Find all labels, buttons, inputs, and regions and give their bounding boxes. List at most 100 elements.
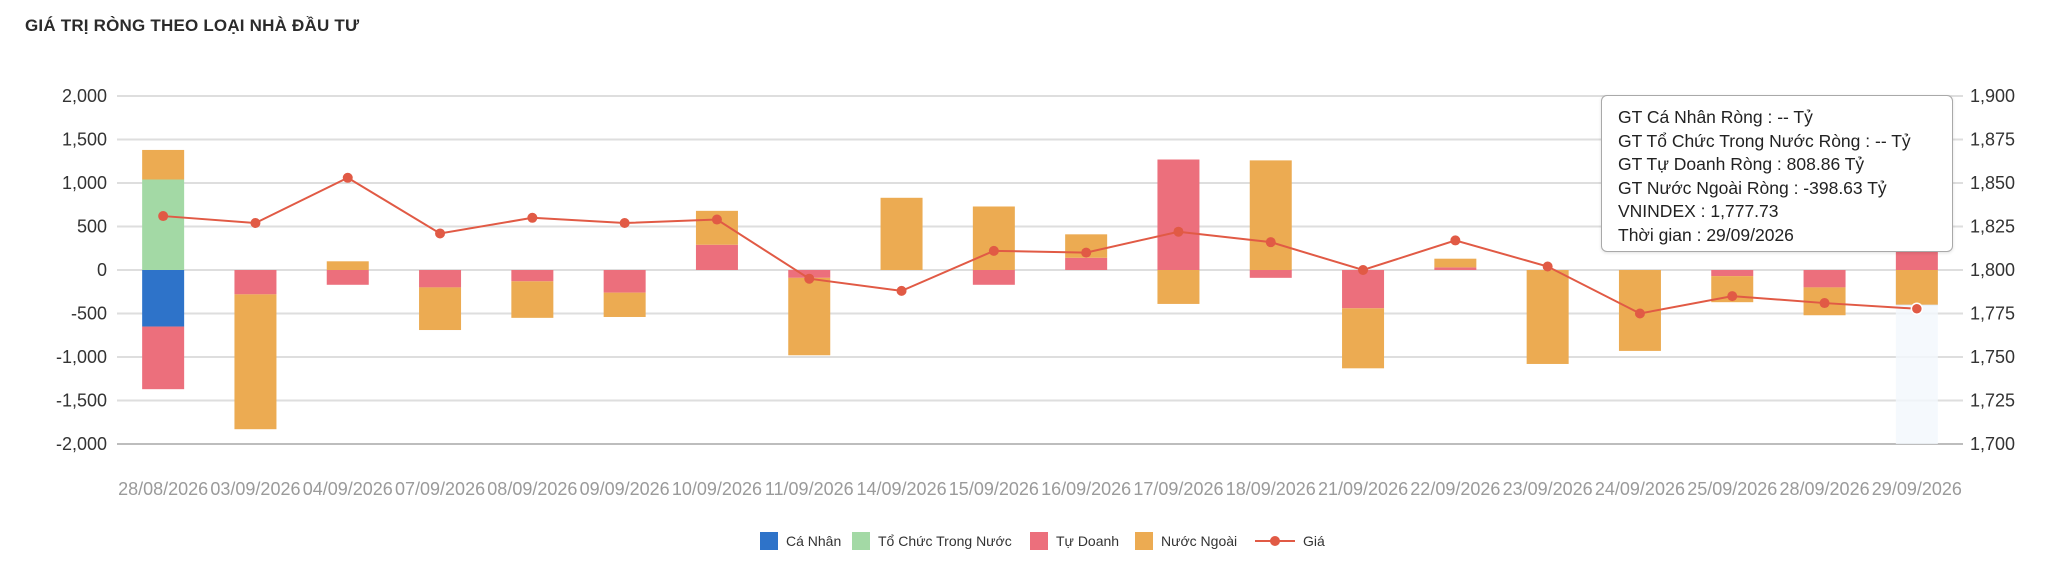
- x-tick-label: 04/09/2026: [303, 479, 393, 499]
- price-point-9: [988, 245, 999, 256]
- bar-nuoc-ngoai-1: [234, 294, 277, 430]
- y-right-tick-label: 1,825: [1970, 217, 2015, 237]
- bar-tu-doanh-6: [695, 244, 738, 270]
- price-point-17: [1727, 291, 1738, 302]
- bar-nuoc-ngoai-5: [603, 292, 646, 317]
- legend-item-to-chuc-trong-nuoc: Tổ Chức Trong Nước: [852, 532, 1012, 550]
- bar-tu-doanh-5: [603, 270, 646, 293]
- tooltip-line-nuoc-ngoai: GT Nước Ngoài Ròng : -398.63 Tỷ: [1618, 177, 1887, 198]
- price-point-18: [1819, 298, 1830, 309]
- tooltip: GT Cá Nhân Ròng : -- Tỷ GT Tổ Chức Trong…: [1601, 95, 1953, 252]
- y-left-tick-label: 1,500: [62, 130, 107, 150]
- price-point-16: [1634, 308, 1645, 319]
- legend-item-gia: Giá: [1255, 533, 1325, 549]
- legend-swatch-tu-doanh: [1030, 532, 1048, 550]
- y-right-tick-label: 1,875: [1970, 130, 2015, 150]
- y-right-tick-label: 1,850: [1970, 173, 2015, 193]
- x-tick-label: 28/08/2026: [118, 479, 208, 499]
- x-tick-label: 24/09/2026: [1595, 479, 1685, 499]
- legend-item-nuoc-ngoai: Nước Ngoài: [1135, 532, 1237, 550]
- x-tick-label: 22/09/2026: [1410, 479, 1500, 499]
- y-left-tick-label: 1,000: [62, 173, 107, 193]
- legend-label: Nước Ngoài: [1161, 533, 1237, 549]
- price-point-15: [1542, 261, 1553, 272]
- legend-swatch-ca-nhan: [760, 532, 778, 550]
- bar-nuoc-ngoai-3: [419, 287, 462, 331]
- y-left-tick-label: 500: [77, 217, 107, 237]
- x-tick-label: 03/09/2026: [210, 479, 300, 499]
- price-point-1: [250, 218, 261, 229]
- x-tick-label: 29/09/2026: [1872, 479, 1962, 499]
- legend-label: Tổ Chức Trong Nước: [878, 533, 1012, 549]
- bar-series: [142, 149, 1938, 430]
- bar-nuoc-ngoai-0: [142, 149, 185, 180]
- y-right-tick-label: 1,800: [1970, 260, 2015, 280]
- bar-tu-doanh-9: [972, 270, 1015, 285]
- bar-tu-doanh-18: [1803, 270, 1846, 288]
- legend-swatch-nuoc-ngoai: [1135, 532, 1153, 550]
- tooltip-line-tu-doanh: GT Tự Doanh Ròng : 808.86 Tỷ: [1618, 154, 1865, 174]
- legend-label: Giá: [1303, 533, 1325, 549]
- y-left-tick-label: 2,000: [62, 86, 107, 106]
- x-tick-label: 21/09/2026: [1318, 479, 1408, 499]
- x-tick-label: 17/09/2026: [1133, 479, 1223, 499]
- price-point-2: [342, 172, 353, 183]
- price-line: [163, 176, 1917, 315]
- legend-label: Cá Nhân: [786, 533, 841, 549]
- price-line-series: [158, 172, 1924, 319]
- bar-tu-doanh-4: [511, 270, 554, 282]
- bar-nuoc-ngoai-13: [1342, 308, 1385, 369]
- y-right-tick-label: 1,725: [1970, 391, 2015, 411]
- x-tick-label: 28/09/2026: [1780, 479, 1870, 499]
- bar-tu-doanh-17: [1711, 270, 1754, 277]
- bar-nuoc-ngoai-11: [1157, 270, 1200, 304]
- x-tick-label: 14/09/2026: [857, 479, 947, 499]
- bar-nuoc-ngoai-19: [1895, 270, 1938, 305]
- tooltip-line-time: Thời gian : 29/09/2026: [1618, 224, 1794, 245]
- tooltip-line-vnindex: VNINDEX : 1,777.73: [1618, 201, 1779, 221]
- tooltip-line-to-chuc: GT Tổ Chức Trong Nước Ròng : -- Tỷ: [1618, 130, 1911, 151]
- y-right-tick-label: 1,700: [1970, 434, 2015, 454]
- price-point-19: [1910, 302, 1924, 315]
- price-point-13: [1358, 265, 1369, 275]
- bar-nuoc-ngoai-14: [1434, 258, 1477, 268]
- price-point-8: [896, 285, 907, 296]
- bar-nuoc-ngoai-7: [788, 277, 831, 356]
- x-tick-label: 08/09/2026: [487, 479, 577, 499]
- x-tick-label: 11/09/2026: [765, 479, 854, 499]
- bar-nuoc-ngoai-2: [326, 261, 369, 270]
- y-left-tick-label: -1,500: [56, 391, 107, 411]
- bar-tu-doanh-11: [1157, 159, 1200, 270]
- price-point-11: [1173, 226, 1184, 237]
- bar-ca-nhan-0: [142, 270, 185, 327]
- price-point-7: [804, 273, 815, 284]
- y-left-tick-label: -2,000: [56, 434, 107, 454]
- x-tick-label: 25/09/2026: [1687, 479, 1777, 499]
- price-point-4: [527, 212, 538, 223]
- bar-nuoc-ngoai-4: [511, 281, 554, 318]
- bar-nuoc-ngoai-15: [1526, 270, 1569, 364]
- bar-tu-doanh-1: [234, 270, 277, 295]
- bar-tu-doanh-13: [1342, 270, 1385, 309]
- price-point-3: [435, 228, 446, 239]
- legend-label: Tự Doanh: [1056, 533, 1119, 549]
- price-point-10: [1081, 247, 1092, 258]
- x-axis: 28/08/2026 03/09/2026 04/09/2026 07/09/2026…: [118, 479, 1962, 499]
- legend-item-ca-nhan: Cá Nhân: [760, 532, 841, 550]
- x-tick-label: 23/09/2026: [1503, 479, 1593, 499]
- y-left-tick-label: -1,000: [56, 347, 107, 367]
- bar-to-chuc-trong-nuoc-0: [142, 179, 185, 270]
- tooltip-line-ca-nhan: GT Cá Nhân Ròng : -- Tỷ: [1618, 107, 1813, 127]
- price-point-0: [158, 211, 169, 222]
- bar-tu-doanh-12: [1249, 270, 1292, 278]
- bar-nuoc-ngoai-9: [972, 206, 1015, 270]
- bar-tu-doanh-2: [326, 270, 369, 285]
- bar-nuoc-ngoai-12: [1249, 160, 1292, 270]
- legend-swatch-to-chuc-trong-nuoc: [852, 532, 870, 550]
- x-tick-label: 16/09/2026: [1041, 479, 1131, 499]
- bar-tu-doanh-3: [419, 270, 462, 288]
- bar-nuoc-ngoai-8: [880, 197, 923, 270]
- y-right-tick-label: 1,900: [1970, 86, 2015, 106]
- x-tick-label: 07/09/2026: [395, 479, 485, 499]
